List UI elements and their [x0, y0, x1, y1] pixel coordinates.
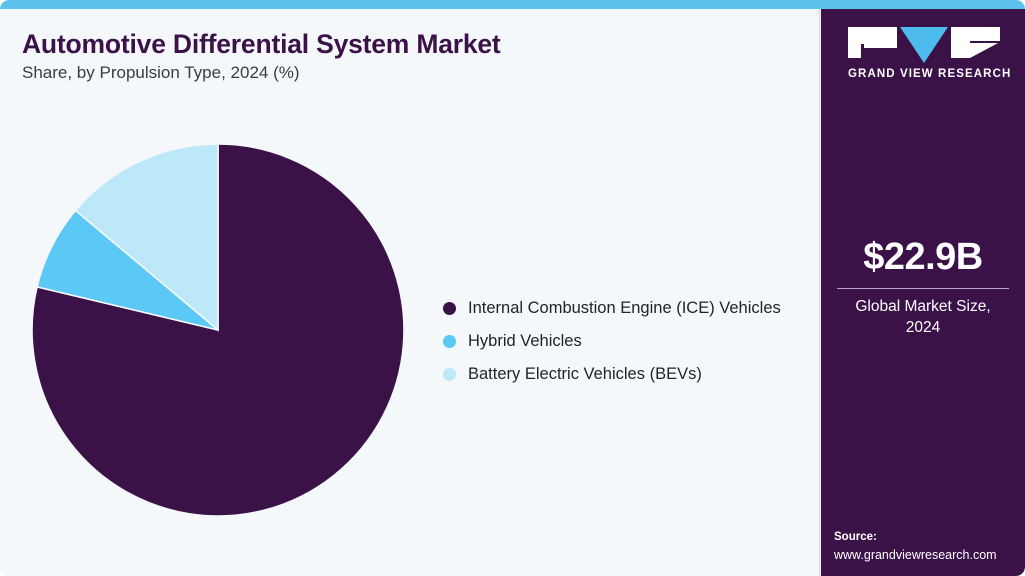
- chart-main-area: Automotive Differential System Market Sh…: [0, 9, 820, 576]
- brand-side-panel: GRAND VIEW RESEARCH $22.9B Global Market…: [821, 9, 1025, 576]
- legend-item-hybrid[interactable]: Hybrid Vehicles: [443, 325, 813, 358]
- pie-slice[interactable]: [32, 144, 404, 516]
- logo-letter-r-icon: [951, 27, 1000, 58]
- legend-item-ice[interactable]: Internal Combustion Engine (ICE) Vehicle…: [443, 292, 813, 325]
- market-size-caption: Global Market Size, 2024: [855, 298, 991, 337]
- source-url[interactable]: www.grandviewresearch.com: [834, 547, 997, 562]
- pie-slice[interactable]: [74, 144, 219, 332]
- grand-view-research-logo: GRAND VIEW RESEARCH: [848, 27, 1012, 80]
- chart-legend: Internal Combustion Engine (ICE) Vehicle…: [443, 292, 813, 391]
- legend-item-bev[interactable]: Battery Electric Vehicles (BEVs): [443, 358, 813, 391]
- market-size-value: $22.9B: [863, 236, 983, 278]
- market-size-stat: $22.9B Global Market Size, 2024: [821, 236, 1025, 339]
- pie-chart-svg: [32, 144, 404, 516]
- legend-item-label: Battery Electric Vehicles (BEVs): [468, 365, 702, 383]
- legend-swatch-icon: [443, 368, 456, 381]
- legend-swatch-icon: [443, 302, 456, 315]
- stat-divider: [837, 287, 1009, 290]
- page-subtitle: Share, by Propulsion Type, 2024 (%): [22, 63, 300, 82]
- legend-item-label: Internal Combustion Engine (ICE) Vehicle…: [468, 299, 781, 317]
- source-block: Source: www.grandviewresearch.com: [834, 529, 1024, 564]
- pie-slice-group: [32, 144, 404, 516]
- logo-wordmark: GRAND VIEW RESEARCH: [848, 68, 1012, 80]
- pie-chart: [32, 144, 404, 516]
- source-label: Source:: [834, 530, 877, 543]
- legend-swatch-icon: [443, 335, 456, 348]
- logo-letter-v-triangle-icon: [900, 27, 948, 63]
- logo-marks: [848, 27, 1000, 63]
- legend-item-label: Hybrid Vehicles: [468, 332, 582, 350]
- top-accent-bar: [0, 0, 1025, 9]
- page-title: Automotive Differential System Market: [22, 29, 501, 59]
- logo-letter-g-icon: [848, 27, 897, 58]
